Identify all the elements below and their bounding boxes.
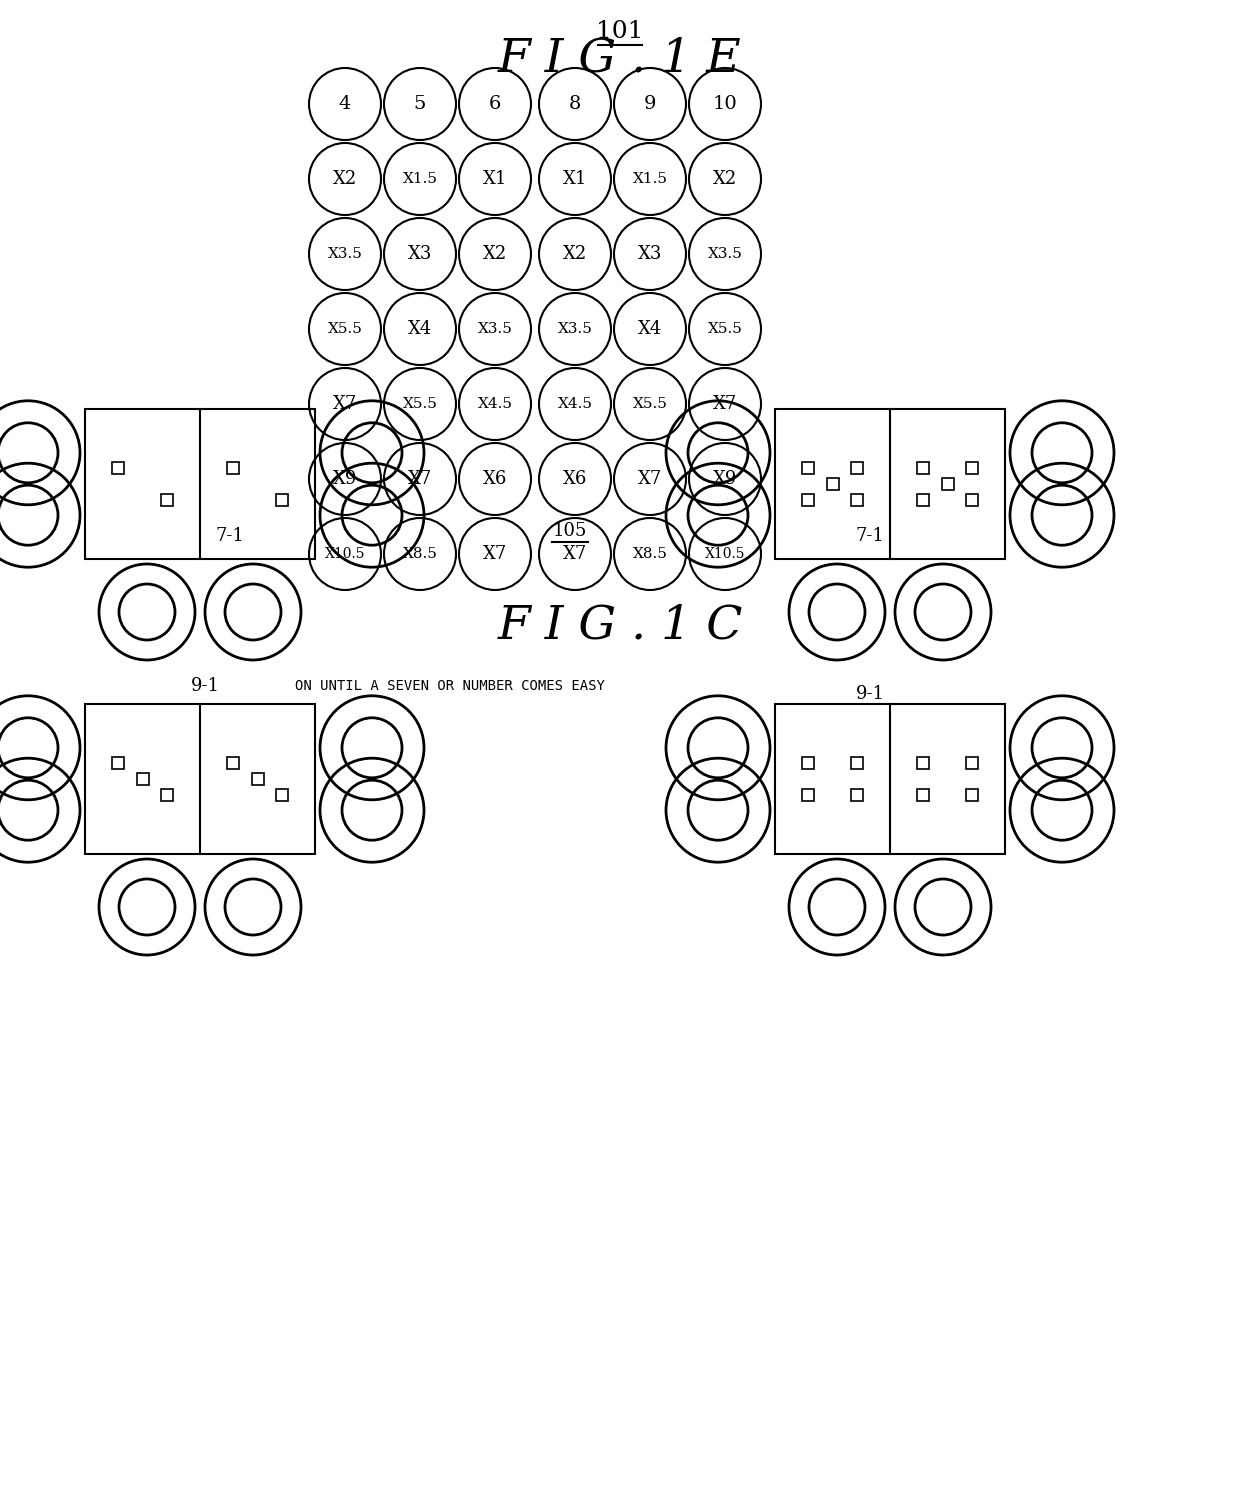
Text: X5.5: X5.5	[632, 397, 667, 411]
Text: ON UNTIL A SEVEN OR NUMBER COMES EASY: ON UNTIL A SEVEN OR NUMBER COMES EASY	[295, 678, 605, 693]
Bar	[966, 493, 977, 506]
Text: X8.5: X8.5	[632, 547, 667, 562]
Text: X7: X7	[713, 394, 737, 412]
Text: X7: X7	[563, 545, 587, 563]
Bar	[227, 757, 239, 769]
Text: F I G . 1 C: F I G . 1 C	[497, 604, 743, 648]
Text: X3: X3	[408, 245, 433, 263]
Text: X7: X7	[408, 471, 432, 489]
Bar	[252, 772, 263, 784]
Text: X7: X7	[482, 545, 507, 563]
Text: 105: 105	[553, 521, 588, 539]
Text: X5.5: X5.5	[327, 323, 362, 336]
Text: X7: X7	[637, 471, 662, 489]
Text: X9: X9	[332, 471, 357, 489]
Bar	[161, 789, 172, 801]
Text: 101: 101	[596, 21, 644, 43]
Text: X4.5: X4.5	[477, 397, 512, 411]
Bar	[136, 772, 149, 784]
Bar	[941, 478, 954, 490]
Text: F I G . 1 E: F I G . 1 E	[498, 36, 742, 82]
Text: X5.5: X5.5	[403, 397, 438, 411]
Text: 9-1: 9-1	[856, 686, 884, 704]
Text: X2: X2	[713, 170, 737, 188]
Bar	[918, 757, 929, 769]
Text: X4: X4	[637, 320, 662, 338]
Text: X2: X2	[563, 245, 587, 263]
Text: X6: X6	[563, 471, 588, 489]
Bar	[161, 493, 172, 506]
Text: X4.5: X4.5	[558, 397, 593, 411]
Text: X3: X3	[637, 245, 662, 263]
Bar	[802, 493, 815, 506]
Bar	[966, 789, 977, 801]
Bar	[113, 462, 124, 474]
Text: X3.5: X3.5	[477, 323, 512, 336]
Bar	[851, 493, 863, 506]
Text: X8.5: X8.5	[403, 547, 438, 562]
Text: X4: X4	[408, 320, 432, 338]
Bar	[86, 409, 315, 559]
Bar	[113, 757, 124, 769]
Text: X1: X1	[563, 170, 588, 188]
Text: X5.5: X5.5	[708, 323, 743, 336]
Text: X3.5: X3.5	[558, 323, 593, 336]
Bar	[966, 757, 977, 769]
Bar	[918, 493, 929, 506]
Text: X3.5: X3.5	[708, 247, 743, 261]
Bar	[802, 462, 815, 474]
Text: X6: X6	[482, 471, 507, 489]
Text: 9-1: 9-1	[191, 677, 219, 695]
Text: X10.5: X10.5	[325, 547, 366, 562]
Bar	[827, 478, 838, 490]
Bar	[851, 789, 863, 801]
Text: 7-1: 7-1	[856, 527, 884, 545]
Text: 10: 10	[713, 96, 738, 114]
Text: X2: X2	[482, 245, 507, 263]
Bar	[775, 409, 1004, 559]
Text: 9: 9	[644, 96, 656, 114]
Text: X2: X2	[332, 170, 357, 188]
Text: X1.5: X1.5	[403, 172, 438, 185]
Text: X10.5: X10.5	[704, 547, 745, 562]
Bar	[851, 462, 863, 474]
Bar	[802, 789, 815, 801]
Text: X7: X7	[332, 394, 357, 412]
Text: 7-1: 7-1	[216, 527, 244, 545]
Bar	[966, 462, 977, 474]
Bar	[275, 493, 288, 506]
Bar	[227, 462, 239, 474]
Text: 5: 5	[414, 96, 427, 114]
Bar	[851, 757, 863, 769]
Text: X1.5: X1.5	[632, 172, 667, 185]
Bar	[86, 704, 315, 855]
Bar	[918, 462, 929, 474]
Text: 4: 4	[339, 96, 351, 114]
Bar	[275, 789, 288, 801]
Text: X3.5: X3.5	[327, 247, 362, 261]
Bar	[918, 789, 929, 801]
Text: X1: X1	[482, 170, 507, 188]
Bar	[775, 704, 1004, 855]
Text: 6: 6	[489, 96, 501, 114]
Text: 8: 8	[569, 96, 582, 114]
Text: X9: X9	[713, 471, 738, 489]
Bar	[802, 757, 815, 769]
